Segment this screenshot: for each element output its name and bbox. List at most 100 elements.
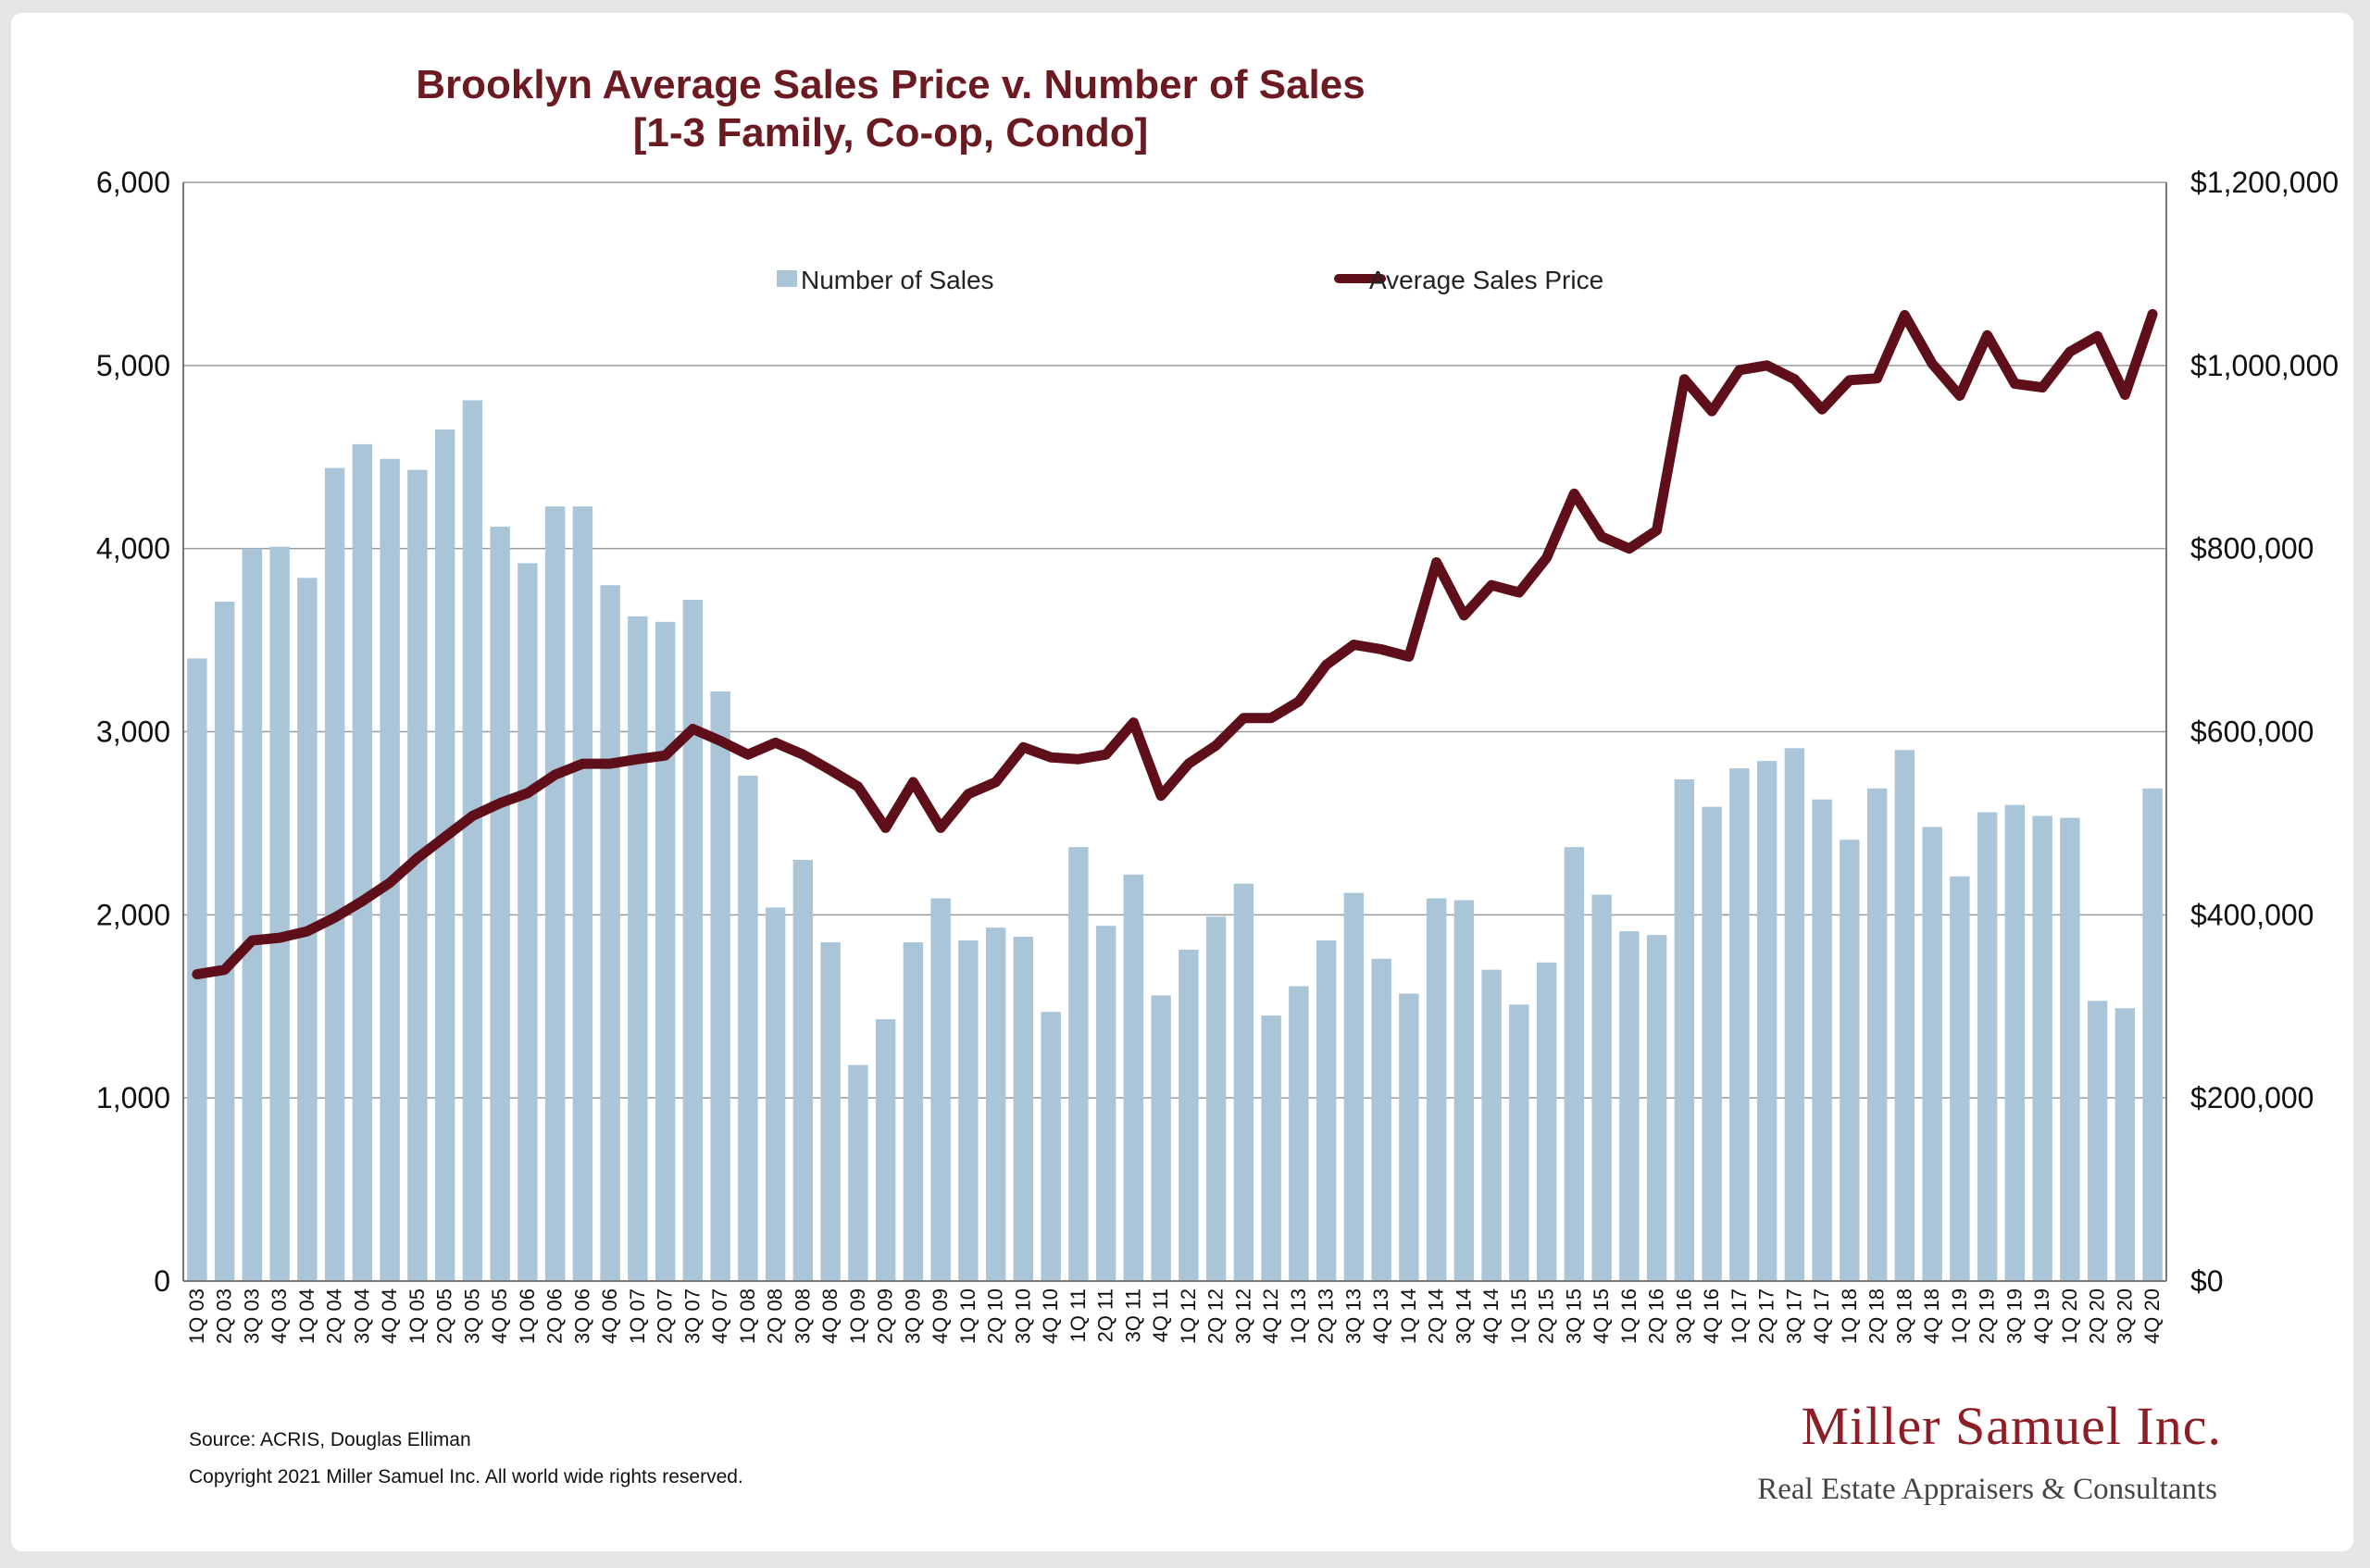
bar-number-of-sales — [2114, 1008, 2136, 1281]
grid-layer — [183, 181, 2166, 1099]
line-layer — [192, 308, 2158, 980]
bar-number-of-sales — [1840, 840, 1860, 1281]
bar-number-of-sales — [2032, 815, 2052, 1281]
bar-number-of-sales — [600, 585, 620, 1281]
bar-number-of-sales — [1151, 995, 1171, 1281]
x-tick-label: 1Q 12 — [1177, 1288, 1200, 1344]
axes-layer: 0 $0 1,000 $200,000 2,000 $400,000 3,000 $600,0… — [96, 166, 2339, 1298]
bar-number-of-sales — [324, 467, 345, 1281]
x-tick-label: 1Q 18 — [1838, 1288, 1861, 1344]
x-tick-label: 4Q 17 — [1810, 1288, 1833, 1344]
x-tick-label: 4Q 08 — [818, 1288, 842, 1344]
x-tick-label: 1Q 15 — [1507, 1288, 1530, 1344]
x-tick-label: 2Q 19 — [1976, 1288, 1999, 1344]
y-right-tick-label: $600,000 — [2190, 716, 2314, 749]
x-tick-label: 3Q 16 — [1672, 1288, 1695, 1344]
x-tick-label: 1Q 17 — [1728, 1288, 1751, 1344]
y-right-tick-label: $800,000 — [2190, 532, 2314, 566]
legend-swatch-sales — [777, 270, 797, 287]
x-tick-label: 2Q 05 — [433, 1288, 456, 1344]
x-tick-label: 4Q 09 — [929, 1288, 952, 1344]
bar-number-of-sales — [544, 506, 566, 1281]
x-tick-label: 4Q 06 — [598, 1288, 621, 1344]
bar-number-of-sales — [1591, 894, 1612, 1281]
bar-number-of-sales — [1756, 761, 1778, 1281]
x-tick-label: 3Q 20 — [2113, 1288, 2136, 1344]
x-tick-label: 4Q 13 — [1369, 1288, 1392, 1344]
y-right-tick-label: $400,000 — [2190, 898, 2314, 931]
bar-number-of-sales — [875, 1019, 896, 1281]
x-tick-label: 3Q 09 — [901, 1288, 924, 1344]
y-right-tick-label: $1,200,000 — [2190, 166, 2339, 199]
bar-number-of-sales — [710, 691, 730, 1281]
bar-number-of-sales — [765, 907, 786, 1281]
x-tick-label: 4Q 07 — [708, 1288, 731, 1344]
bar-number-of-sales — [1729, 768, 1750, 1281]
bar-number-of-sales — [1233, 883, 1254, 1281]
x-tick-label: 1Q 05 — [405, 1288, 429, 1344]
x-tick-label: 3Q 06 — [570, 1288, 593, 1344]
x-tick-label: 2Q 17 — [1755, 1288, 1778, 1344]
bar-number-of-sales — [1977, 812, 1998, 1281]
x-tick-label: 3Q 12 — [1231, 1288, 1254, 1344]
bar-number-of-sales — [352, 443, 373, 1281]
x-tick-labels: 1Q 03 2Q 03 3Q 03 4Q 03 1Q 04 2Q 04 3Q 04 4Q 04… — [185, 1288, 2164, 1344]
source-note: Source: ACRIS, Douglas Elliman — [189, 1429, 471, 1450]
bar-number-of-sales — [1619, 931, 1640, 1281]
x-tick-label: 3Q 05 — [460, 1288, 483, 1344]
x-tick-label: 4Q 12 — [1259, 1288, 1282, 1344]
chart-frame: Brooklyn Average Sales Price v. Number o… — [11, 13, 2353, 1551]
bar-number-of-sales — [2004, 804, 2026, 1281]
bar-number-of-sales — [1123, 874, 1144, 1281]
x-tick-label: 1Q 11 — [1066, 1288, 1090, 1342]
bar-number-of-sales — [462, 400, 483, 1282]
x-tick-label: 1Q 20 — [2058, 1288, 2081, 1344]
x-tick-label: 2Q 06 — [543, 1288, 567, 1344]
x-tick-label: 1Q 13 — [1287, 1288, 1310, 1344]
bar-number-of-sales — [820, 942, 841, 1281]
x-tick-label: 1Q 14 — [1397, 1288, 1420, 1344]
bar-number-of-sales — [655, 621, 676, 1281]
x-tick-label: 1Q 07 — [626, 1288, 649, 1344]
bar-number-of-sales — [930, 898, 951, 1281]
bar-number-of-sales — [572, 506, 593, 1281]
x-tick-label: 3Q 17 — [1782, 1288, 1805, 1344]
bar-number-of-sales — [1646, 935, 1667, 1281]
bar-number-of-sales — [1894, 750, 1915, 1281]
x-tick-label: 2Q 15 — [1535, 1288, 1558, 1344]
bar-number-of-sales — [1013, 937, 1034, 1281]
chart-svg: Brooklyn Average Sales Price v. Number o… — [96, 62, 2339, 1506]
bar-number-of-sales — [380, 458, 400, 1281]
x-tick-label: 3Q 15 — [1562, 1288, 1585, 1344]
bar-number-of-sales — [1095, 926, 1116, 1281]
bar-number-of-sales — [1564, 847, 1585, 1281]
bar-number-of-sales — [985, 927, 1006, 1281]
company-logo: Miller Samuel Inc. Real Estate Appraiser… — [1757, 1396, 2221, 1506]
x-tick-label: 4Q 10 — [1039, 1288, 1062, 1344]
bar-number-of-sales — [1812, 799, 1832, 1281]
y-right-tick-label: $200,000 — [2190, 1081, 2314, 1114]
bar-number-of-sales — [1179, 949, 1199, 1281]
y-left-tick-label: 0 — [154, 1264, 170, 1298]
x-tick-label: 3Q 08 — [791, 1288, 814, 1344]
bar-number-of-sales — [490, 526, 510, 1281]
x-tick-label: 4Q 16 — [1700, 1288, 1723, 1344]
bar-number-of-sales — [407, 469, 428, 1281]
bar-number-of-sales — [1261, 1015, 1281, 1281]
x-tick-label: 4Q 14 — [1479, 1288, 1503, 1344]
bar-number-of-sales — [242, 548, 263, 1281]
x-tick-label: 2Q 18 — [1865, 1288, 1889, 1344]
x-tick-label: 3Q 19 — [2002, 1288, 2026, 1344]
x-tick-label: 2Q 09 — [874, 1288, 897, 1344]
bar-number-of-sales — [1702, 806, 1722, 1281]
x-tick-label: 2Q 08 — [764, 1288, 787, 1344]
bar-number-of-sales — [2142, 788, 2163, 1281]
y-left-tick-label: 5,000 — [96, 349, 170, 382]
x-tick-label: 2Q 11 — [1094, 1288, 1117, 1342]
bar-number-of-sales — [1784, 748, 1805, 1281]
bar-number-of-sales — [1481, 969, 1502, 1281]
x-tick-label: 2Q 16 — [1645, 1288, 1668, 1344]
x-tick-label: 2Q 12 — [1204, 1288, 1228, 1344]
bar-number-of-sales — [1371, 958, 1391, 1281]
y-left-tick-label: 4,000 — [96, 532, 170, 566]
